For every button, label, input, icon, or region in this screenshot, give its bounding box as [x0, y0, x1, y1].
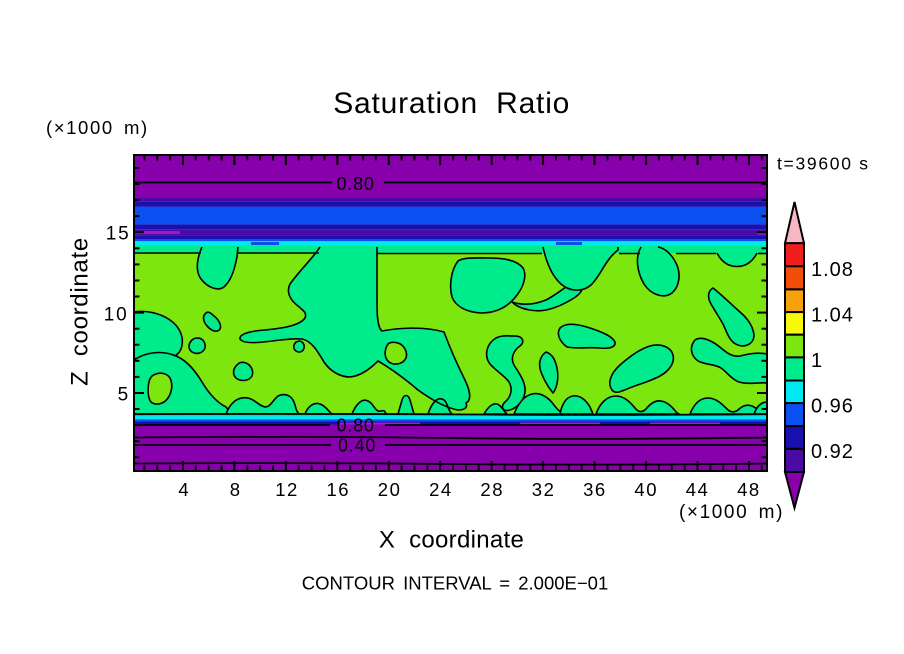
svg-text:20: 20: [378, 479, 402, 500]
svg-text:t=39600 s: t=39600 s: [777, 154, 870, 174]
svg-text:Z coordinate: Z coordinate: [67, 237, 94, 386]
svg-text:0.40: 0.40: [338, 436, 376, 456]
svg-text:(×1000 m): (×1000 m): [679, 502, 784, 523]
svg-text:16: 16: [327, 479, 351, 500]
svg-text:0.80: 0.80: [337, 416, 375, 436]
svg-text:0.80: 0.80: [337, 174, 375, 194]
svg-text:1.08: 1.08: [811, 259, 854, 281]
svg-text:10: 10: [104, 305, 129, 326]
svg-text:12: 12: [275, 479, 299, 500]
svg-text:CONTOUR INTERVAL = 2.000E−01: CONTOUR INTERVAL = 2.000E−01: [302, 573, 609, 594]
svg-text:36: 36: [583, 479, 607, 500]
svg-text:(×1000 m): (×1000 m): [46, 117, 149, 138]
svg-text:1: 1: [811, 350, 823, 372]
svg-text:1.04: 1.04: [811, 305, 854, 327]
svg-text:15: 15: [106, 224, 131, 245]
svg-text:0.92: 0.92: [811, 441, 854, 463]
svg-text:0.96: 0.96: [811, 396, 854, 418]
svg-text:8: 8: [230, 479, 242, 500]
svg-text:40: 40: [634, 479, 658, 500]
svg-text:5: 5: [118, 385, 130, 406]
svg-text:32: 32: [532, 479, 556, 500]
svg-text:4: 4: [178, 479, 190, 500]
svg-text:24: 24: [429, 479, 453, 500]
svg-text:28: 28: [480, 479, 504, 500]
svg-text:48: 48: [737, 479, 761, 500]
svg-text:Saturation Ratio: Saturation Ratio: [333, 87, 570, 120]
svg-text:44: 44: [686, 479, 710, 500]
svg-text:X coordinate: X coordinate: [379, 527, 524, 554]
